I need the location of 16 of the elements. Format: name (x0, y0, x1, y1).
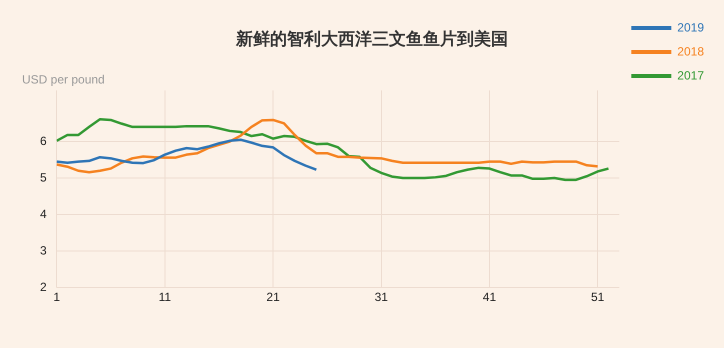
chart-title: 新鲜的智利大西洋三文鱼鱼片到美国 (235, 30, 508, 50)
x-tick-label: 41 (482, 290, 496, 304)
legend-label: 2018 (677, 44, 704, 58)
y-tick-label: 2 (40, 280, 47, 294)
y-tick-label: 4 (40, 206, 47, 221)
legend-label: 2017 (677, 68, 704, 82)
legend-label: 2019 (677, 20, 704, 34)
x-tick-label: 51 (590, 290, 605, 304)
y-tick-label: 3 (40, 243, 47, 258)
x-tick-label: 11 (158, 290, 172, 304)
y-tick-label: 6 (40, 134, 47, 148)
x-tick-label: 21 (266, 290, 280, 304)
y-tick-label: 5 (40, 170, 47, 184)
x-tick-label: 31 (374, 290, 388, 304)
x-tick-label: 1 (53, 290, 60, 304)
y-axis-title: USD per pound (22, 72, 105, 87)
